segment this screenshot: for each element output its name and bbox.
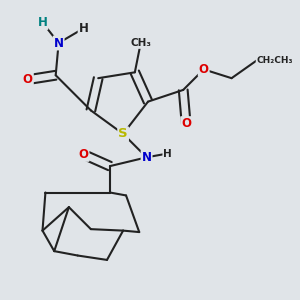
Text: O: O (181, 117, 191, 130)
Text: CH₃: CH₃ (130, 38, 151, 48)
Text: H: H (79, 22, 88, 35)
Text: O: O (23, 73, 33, 86)
Text: S: S (118, 128, 128, 140)
Text: H: H (163, 148, 172, 158)
Text: N: N (54, 37, 64, 50)
Text: N: N (142, 151, 152, 164)
Text: O: O (79, 148, 88, 161)
Text: CH₂CH₃: CH₂CH₃ (256, 56, 293, 65)
Text: O: O (199, 63, 209, 76)
Text: H: H (38, 16, 47, 29)
